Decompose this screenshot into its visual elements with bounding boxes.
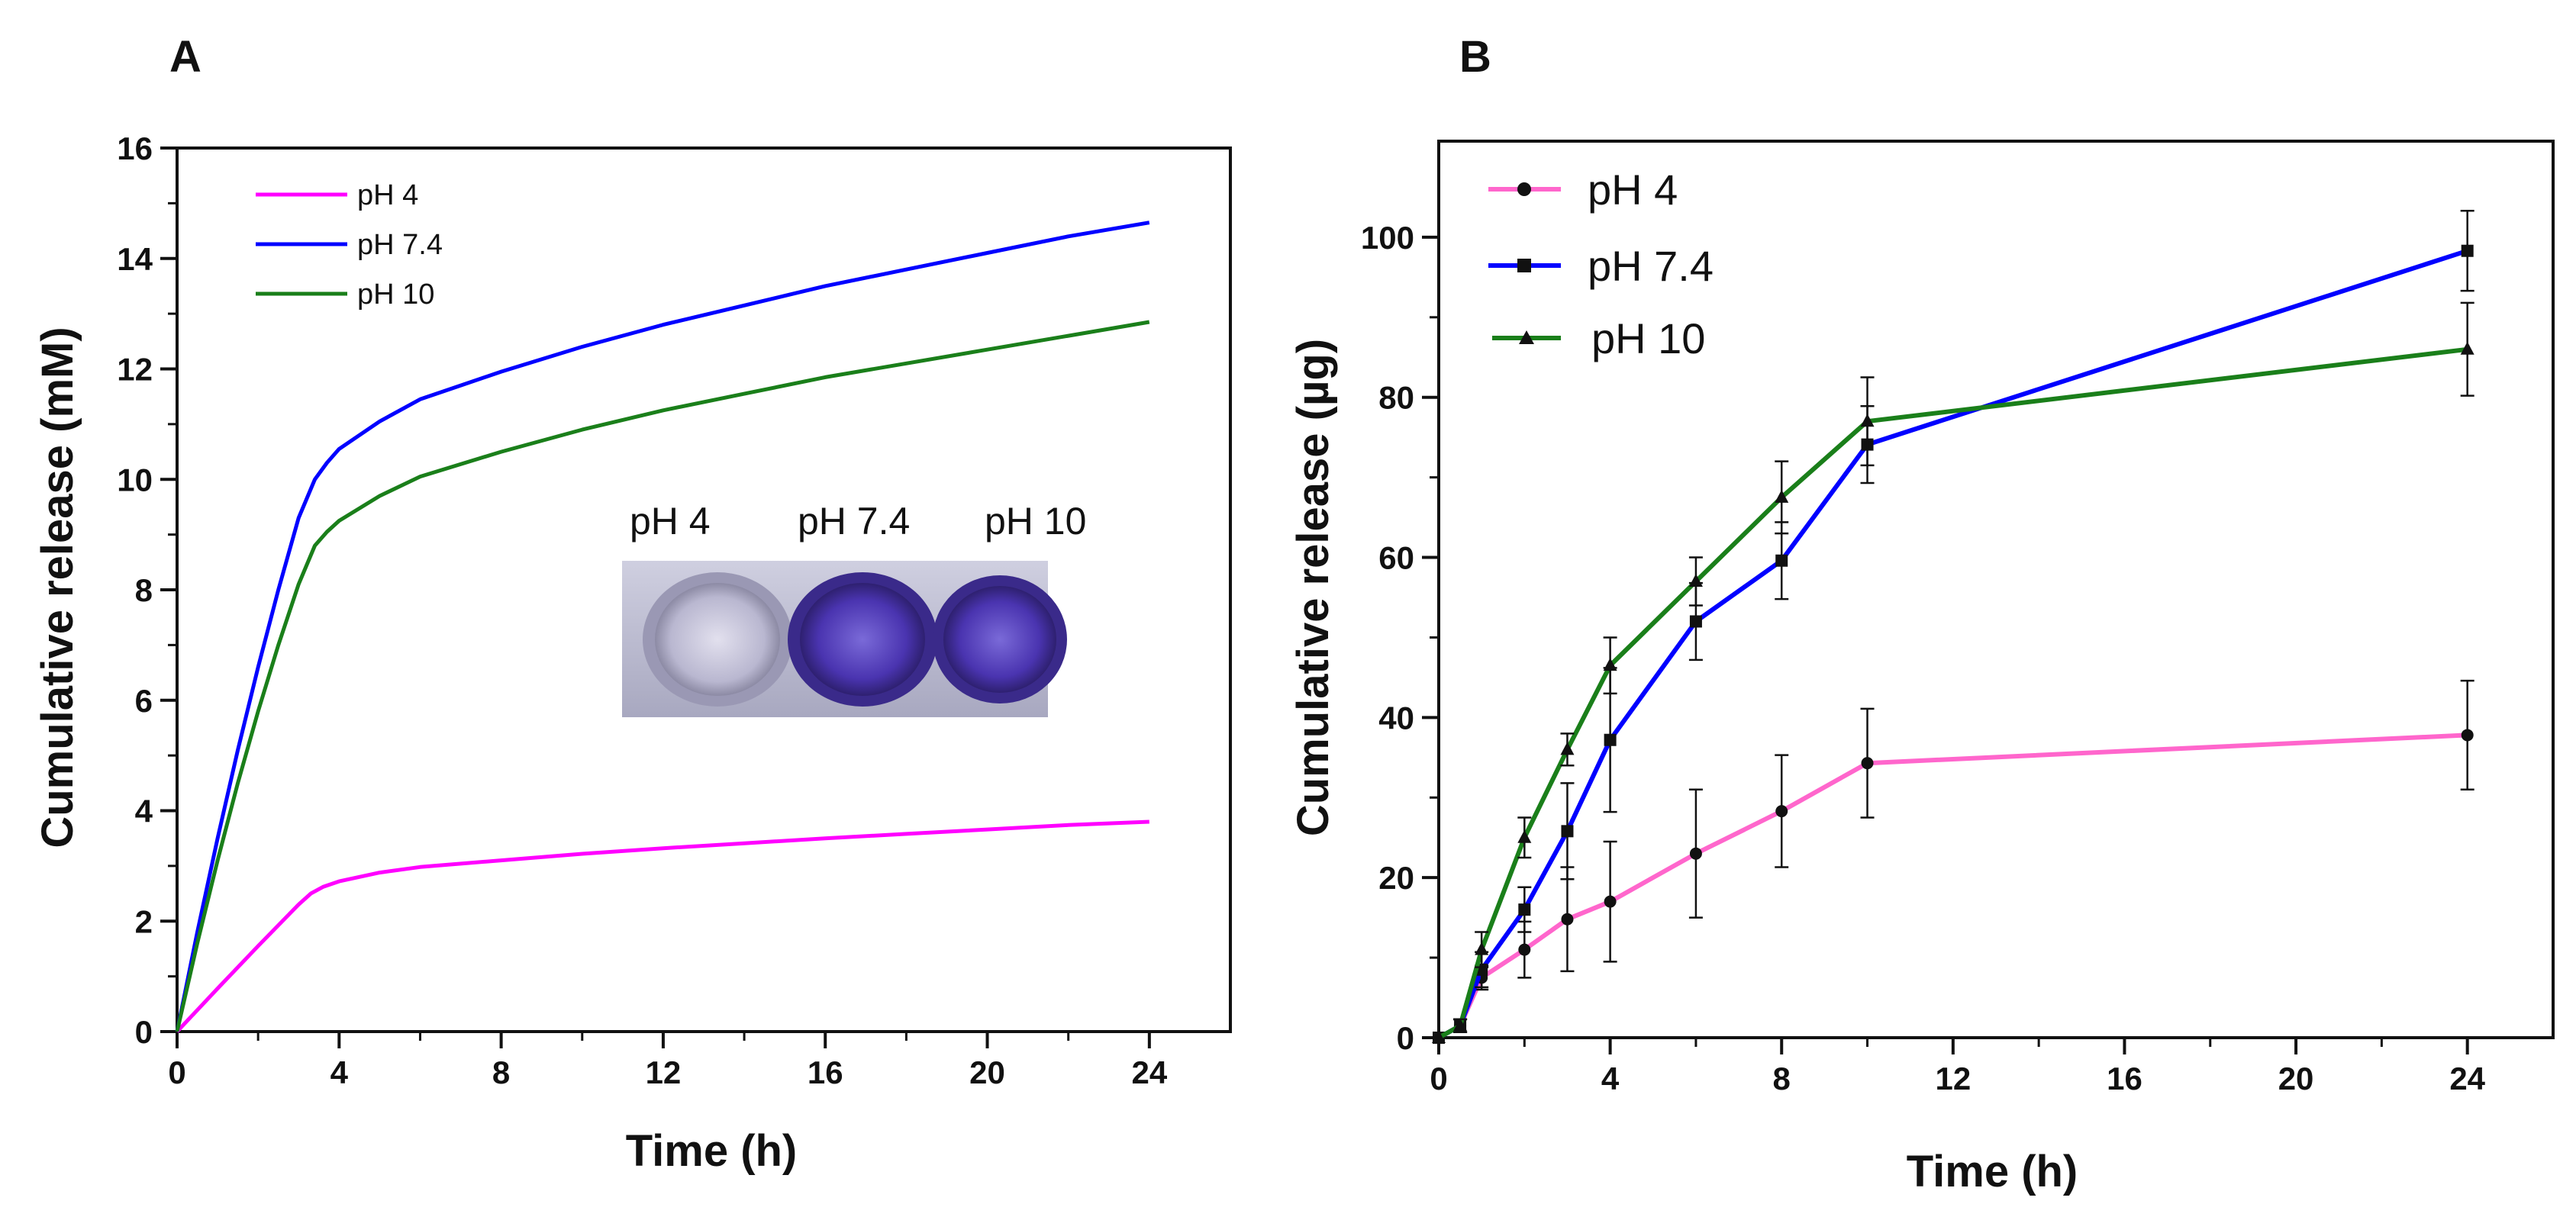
data-point-ph10 [1560,742,1575,755]
data-point-ph10 [1475,942,1489,955]
data-point-ph10 [1775,489,1789,503]
legend-b-marker-ph10 [1519,330,1534,344]
y-tick-label: 4 [135,794,153,829]
data-point-ph74 [1604,733,1617,746]
panel-b-x-axis-label: Time (h) [1907,1147,2078,1196]
x-tick-label: 4 [330,1054,349,1090]
x-tick-label: 8 [1773,1061,1791,1096]
x-tick-label: 16 [2107,1061,2142,1096]
well-ph10 [943,586,1056,693]
data-point-ph10 [2460,341,2474,355]
data-point-ph4 [1604,895,1617,908]
panel-b-legend: pH 4 pH 7.4 pH 10 [1488,166,1714,362]
series-line-ph74 [1437,248,2468,1040]
panel-b-letter: B [1459,32,1491,82]
x-tick-label: 12 [646,1054,682,1090]
legend-a-label-ph74: pH 7.4 [357,229,443,261]
y-tick-label: 0 [1397,1020,1414,1056]
panel-a-series [175,221,1150,1033]
panel-a-legend: pH 4 pH 7.4 pH 10 [256,179,443,311]
y-tick-label: 80 [1378,380,1414,416]
inset-label-ph74: pH 7.4 [798,500,910,542]
x-tick-label: 0 [168,1054,185,1090]
legend-b-label-ph4: pH 4 [1588,166,1678,214]
legend-b-label-ph74: pH 7.4 [1588,242,1714,290]
x-tick-label: 4 [1601,1061,1620,1096]
data-point-ph4 [1861,757,1874,770]
y-tick-label: 100 [1361,220,1414,256]
well-ph4 [655,583,780,696]
x-tick-label: 16 [808,1054,843,1090]
legend-b-marker-ph74 [1517,259,1531,272]
x-tick-label: 24 [2449,1061,2485,1096]
x-tick-label: 20 [969,1054,1005,1090]
panel-a-y-axis-label: Cumulative release (mM) [33,327,82,848]
y-tick-label: 16 [117,130,153,166]
data-point-ph4 [1518,943,1531,956]
data-point-ph10 [1688,574,1703,588]
y-tick-label: 60 [1378,540,1414,576]
x-tick-label: 12 [1935,1061,1971,1096]
panel-b-series [1432,210,2474,1044]
data-point-ph4 [1689,847,1702,860]
legend-a-label-ph4: pH 4 [357,179,418,211]
y-tick-label: 10 [117,462,153,497]
y-tick-label: 40 [1378,700,1414,736]
legend-a-label-ph10: pH 10 [357,278,434,311]
inset-label-ph10: pH 10 [985,500,1086,542]
data-point-ph10 [1603,658,1617,671]
y-tick-label: 20 [1378,860,1414,896]
data-point-ph10 [1517,829,1532,843]
data-point-ph10 [1860,414,1875,427]
panel-a-letter: A [169,32,202,82]
series-line-ph4 [176,819,1149,1033]
legend-b-label-ph10: pH 10 [1591,314,1705,362]
y-tick-label: 12 [117,352,153,388]
x-tick-label: 24 [1131,1054,1167,1090]
data-point-ph74 [2461,244,2474,257]
data-point-ph74 [1561,825,1574,838]
panel-b-axis-ticks: 0 4 8 12 16 20 24 0 20 40 60 80 100 [1361,220,2486,1096]
panel-a-x-axis-label: Time (h) [626,1126,798,1176]
data-point-ph4 [1561,913,1574,926]
series-line-ph10 [175,320,1150,1032]
x-tick-label: 0 [1430,1061,1447,1096]
well-ph74 [800,583,925,696]
y-tick-label: 2 [135,903,153,939]
y-tick-label: 6 [135,683,153,719]
panel-b-plot-frame [1437,140,2555,1039]
data-point-ph10 [1453,1018,1468,1032]
inset-label-ph4: pH 4 [630,500,711,542]
data-point-ph74 [1518,903,1531,916]
panel-b: B 0 4 8 12 16 20 24 0 20 40 60 80 100 pH 4 pH 7.4 pH… [1288,32,2555,1196]
data-point-ph74 [1689,615,1702,628]
legend-b-marker-ph4 [1517,182,1531,196]
y-tick-label: 8 [135,572,153,608]
y-tick-label: 0 [135,1014,153,1050]
data-point-ph4 [2461,729,2474,742]
data-point-ph74 [1775,554,1788,567]
panel-b-y-axis-label: Cumulative release (µg) [1288,339,1338,836]
x-tick-label: 20 [2278,1061,2314,1096]
y-tick-label: 14 [117,241,153,277]
series-line-ph10 [1437,346,2468,1040]
well-plate-photo-inset: pH 4 pH 7.4 pH 10 [622,500,1086,717]
data-point-ph10 [1432,1030,1446,1043]
x-tick-label: 8 [492,1054,510,1090]
data-point-ph4 [1775,805,1788,818]
series-line-ph74 [175,221,1150,1032]
